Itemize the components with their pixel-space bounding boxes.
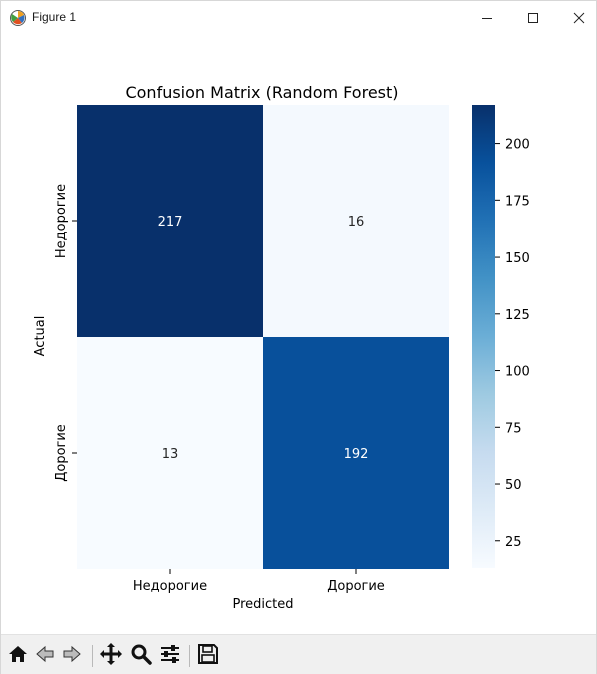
colorbar-tick-label: 50 [505, 478, 522, 493]
colorbar [472, 105, 495, 568]
pan-button[interactable] [98, 643, 124, 669]
title-bar[interactable]: Figure 1 [1, 1, 596, 34]
colorbar-tick-label: 200 [505, 138, 530, 153]
zoom-icon [130, 643, 152, 669]
save-button[interactable] [195, 643, 221, 669]
zoom-button[interactable] [128, 643, 154, 669]
cell-value-label: 16 [348, 215, 365, 230]
minimize-icon [481, 12, 493, 24]
y-tick-label: Недорогие [54, 184, 69, 258]
home-icon [7, 643, 29, 669]
colorbar-tick-label: 125 [505, 308, 530, 323]
colorbar-tick-label: 150 [505, 251, 530, 266]
close-icon [573, 12, 585, 24]
cell-value-label: 192 [344, 447, 369, 462]
configure-subplots-button[interactable] [157, 643, 183, 669]
home-button[interactable] [5, 643, 31, 669]
cell-value-label: 217 [158, 215, 183, 230]
confusion-matrix-chart: Confusion Matrix (Random Forest) 217 16 13… [33, 83, 530, 612]
matplotlib-icon [9, 9, 27, 27]
x-tick-label: Дорогие [327, 579, 385, 594]
save-icon [197, 643, 219, 669]
heatmap-cell [263, 105, 449, 337]
colorbar-tick-label: 175 [505, 194, 530, 209]
back-button[interactable] [32, 643, 58, 669]
x-tick-label: Недорогие [133, 579, 207, 594]
pan-icon [99, 642, 123, 670]
maximize-button[interactable] [510, 1, 556, 34]
cell-value-label: 13 [162, 447, 179, 462]
window-title: Figure 1 [32, 10, 77, 24]
y-axis-label: Actual [33, 316, 48, 357]
colorbar-tick-label: 100 [505, 365, 530, 380]
forward-button[interactable] [59, 643, 85, 669]
back-icon [34, 643, 56, 669]
colorbar-tick-label: 25 [505, 535, 522, 550]
navigation-toolbar [1, 634, 596, 674]
minimize-button[interactable] [464, 1, 510, 34]
heatmap-cell [77, 105, 263, 337]
colorbar-tick-label: 75 [505, 421, 522, 436]
toolbar-separator [92, 645, 93, 667]
maximize-icon [527, 12, 539, 24]
figure-canvas[interactable]: Confusion Matrix (Random Forest) 217 16 13… [1, 34, 596, 634]
toolbar-separator [189, 645, 190, 667]
heatmap-cell [263, 337, 449, 569]
configure-subplots-icon [159, 643, 181, 669]
chart-title: Confusion Matrix (Random Forest) [125, 83, 398, 102]
y-tick-label: Дорогие [54, 424, 69, 482]
heatmap-cell [77, 337, 263, 569]
forward-icon [61, 643, 83, 669]
x-axis-label: Predicted [232, 597, 293, 612]
close-button[interactable] [556, 1, 597, 34]
